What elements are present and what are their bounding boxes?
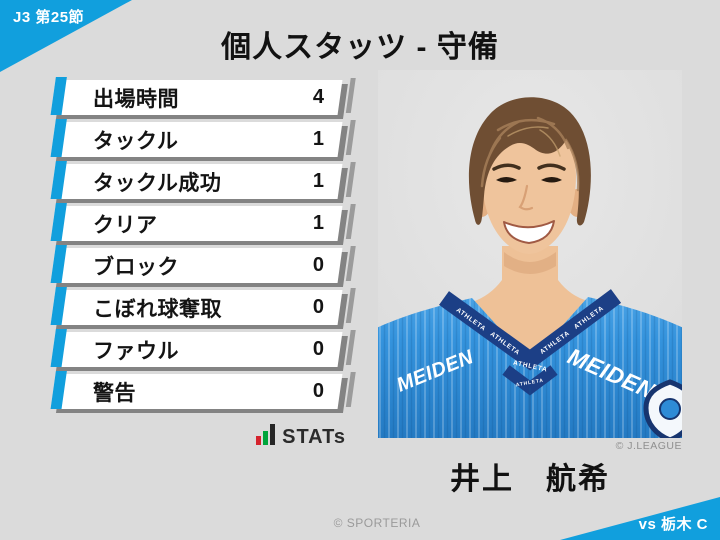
stat-label: クリア [93,213,158,237]
stat-label: タックル成功 [93,171,222,195]
stat-value: 0 [312,338,324,360]
opponent-badge: vs 栃木 C [638,516,708,533]
stat-value: 0 [312,254,324,276]
stat-row: タックル 1 [50,119,343,157]
photo-credit: © J.LEAGUE [615,440,682,452]
stat-value: 1 [312,128,324,150]
stats-list: 出場時間 4 タックル 1 タックル成功 1 クリア 1 [50,77,343,416]
stat-row: クリア 1 [50,203,343,241]
stat-value: 0 [312,296,324,318]
stat-value: 1 [312,212,324,234]
stat-row: 警告 0 [50,371,343,409]
collar-brand-text: ATHLETA [515,378,544,389]
stat-value: 4 [312,86,324,108]
site-credit: © SPORTERIA [333,516,421,530]
stat-value: 1 [312,170,324,192]
stat-row: タックル成功 1 [50,161,343,199]
stat-label: タックル [93,129,179,153]
stat-label: ブロック [93,255,179,279]
stat-row: こぼれ球奪取 0 [50,287,343,325]
stat-label: こぼれ球奪取 [93,297,222,321]
stat-row: ファウル 0 [50,329,343,367]
match-round-badge: J3 第25節 [13,9,85,26]
stat-value: 0 [312,380,324,402]
stats-brand-logo: STATs [53,424,346,447]
stat-label: ファウル [93,339,179,363]
player-photo: ATHLETA ATHLETA ATHLETA ATHLETA ATHLETA … [378,70,682,438]
page-title: 個人スタッツ - 守備 [221,31,499,64]
stats-logo-text: STATs [282,426,346,448]
player-portrait-illustration: ATHLETA ATHLETA ATHLETA ATHLETA ATHLETA … [378,70,682,438]
stat-label: 警告 [93,381,136,405]
club-crest [643,379,682,438]
bar-chart-icon [256,424,276,447]
stat-label: 出場時間 [93,87,179,111]
stat-row: 出場時間 4 [50,77,343,115]
stat-row: ブロック 0 [50,245,343,283]
player-name: 井上 航希 [450,463,610,496]
